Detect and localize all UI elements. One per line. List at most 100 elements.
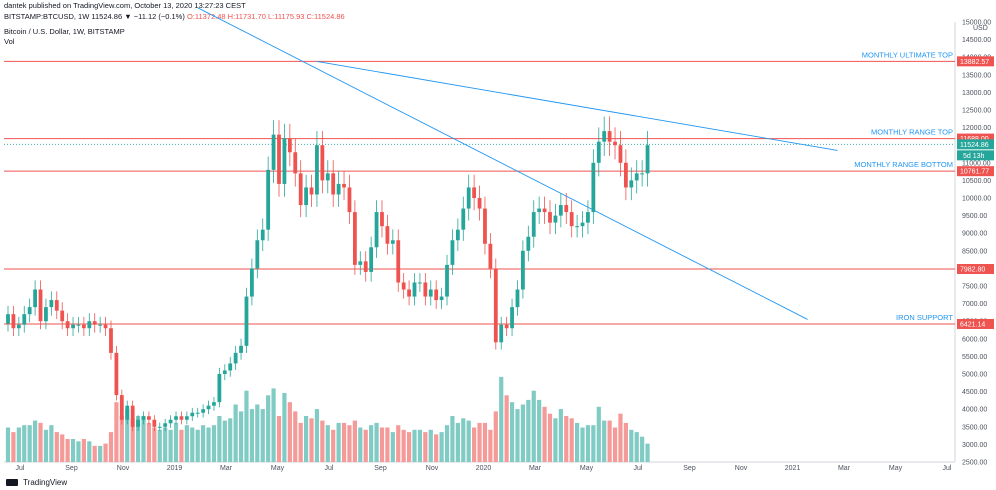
y-tick-label: 12500.00 [962,108,991,115]
volume-bar [509,402,515,462]
volume-bar [585,425,591,462]
volume-bar [228,418,233,462]
volume-bar [168,429,173,462]
candle-body [483,208,487,244]
y-tick-label: 11000.00 [962,160,991,167]
candle-body [542,208,547,213]
x-tick-label: Nov [117,465,130,472]
volume-bar [612,427,618,462]
volume-bar [255,404,260,462]
candle-body [477,198,482,209]
candle-body [141,416,146,420]
candle-body [358,261,363,265]
footer-brand: TradingView [6,478,67,487]
volume-bar [11,432,16,462]
volume-bar [206,427,211,462]
candle-body [591,162,596,213]
upper-trendline [316,60,838,151]
volume-bar [520,404,525,462]
candle-body [309,187,314,195]
symbol: BITSTAMP:BTCUSD, 1W [4,12,90,21]
y-tick-label: 4500.00 [962,389,987,396]
y-tick-label: 12000.00 [962,125,991,132]
volume-bar [266,395,271,462]
candle-body [466,187,471,209]
candle-body [201,409,206,413]
x-tick-label: 2019 [167,465,183,472]
volume-bar [401,429,406,462]
volume-bar [157,429,162,462]
volume-bar [645,443,650,462]
candle-body [618,145,623,163]
volume-bar [434,434,439,462]
x-tick-label: Mar [220,465,233,472]
volume-bar [569,418,574,462]
volume-bar [390,432,395,462]
price-tag-label: 6421.14 [960,321,985,328]
level-annotation: MONTHLY RANGE TOP [871,128,953,137]
volume-bar [352,420,357,462]
volume-bar [417,429,423,462]
volume-bar [65,439,70,462]
candle-body [623,162,628,188]
candle-body [217,374,222,403]
candle-body [439,296,444,301]
y-tick-label: 7500.00 [962,284,987,291]
x-tick-label: May [271,465,285,472]
y-tick-label: 10500.00 [962,178,991,185]
candle-body [629,180,634,188]
volume-bar [607,420,612,462]
volume-bar [184,425,189,462]
candle-body [380,212,384,227]
volume-bar [374,422,379,462]
candle-body [607,131,612,142]
candle-body [558,205,563,216]
volume-bar [81,439,86,462]
candle-body [179,416,184,420]
x-tick-label: Sep [683,465,696,472]
y-tick-label: 4000.00 [962,407,987,414]
volume-bar [141,416,146,462]
candle-body [445,264,449,297]
volume-bar [233,404,238,462]
volume-bar [146,422,152,462]
timer-tag [957,150,994,161]
candle-body [602,131,607,142]
level-annotation: MONTHLY RANGE BOTTOM [854,160,953,169]
x-tick-label: Sep [65,465,78,472]
candle-body [645,145,650,174]
volume-bar [341,422,347,462]
y-tick-label: 10000.00 [962,196,991,203]
volume-bar [526,399,531,462]
candle-body [575,226,579,228]
volume-bar [493,411,498,462]
volume-bar [537,399,542,462]
volume-bar [244,390,249,462]
candle-body [580,222,585,227]
candle-body [504,324,509,329]
volume-bar [363,429,368,462]
candle-body [125,405,130,420]
level-annotation: MONTHLY ULTIMATE TOP [862,50,953,59]
volume-bar [98,445,103,462]
candle-body [569,212,574,227]
volume-bar [461,418,466,462]
candle-body [266,169,271,230]
timer-label: 5d 13h [963,153,985,160]
candle-body [385,226,390,244]
volume-bar [314,409,320,462]
price-tag [957,133,994,144]
volume-bar [201,425,206,462]
y-tick-label: 9500.00 [962,213,987,220]
candle-body [369,247,374,272]
x-tick-label: Jul [16,465,25,472]
candle-body [136,419,140,427]
volume-bar [423,432,428,462]
y-tick-label: 3000.00 [962,442,987,449]
volume-bar [336,422,341,462]
volume-bar [152,427,157,462]
y-tick-label: 14500.00 [962,37,991,44]
volume-bar [553,418,558,462]
candle-body [255,240,260,269]
